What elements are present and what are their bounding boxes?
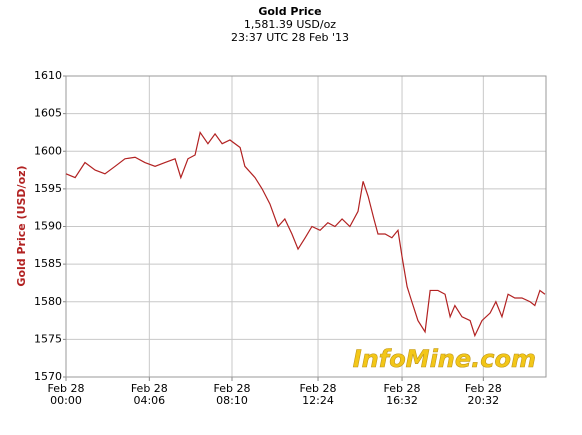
y-tick-label: 1595 (34, 182, 62, 195)
y-axis-label: Gold Price (USD/oz) (15, 165, 28, 286)
watermark: InfoMine.com (353, 345, 536, 373)
x-tick-label: Feb 28 16:32 (383, 382, 421, 407)
y-tick-label: 1575 (34, 332, 62, 345)
y-tick-label: 1600 (34, 144, 62, 157)
y-tick-label: 1605 (34, 107, 62, 120)
y-tick-label: 1570 (34, 370, 62, 383)
timestamp: 23:37 UTC 28 Feb '13 (231, 31, 349, 44)
y-tick-label: 1585 (34, 257, 62, 270)
x-tick-label: Feb 28 12:24 (299, 382, 337, 407)
plot-border (65, 75, 547, 378)
y-tick-label: 1610 (34, 69, 62, 82)
x-tick-label: Feb 28 20:32 (464, 382, 502, 407)
x-tick-label: Feb 28 08:10 (213, 382, 251, 407)
x-tick-label: Feb 28 00:00 (47, 382, 85, 407)
chart-title: Gold Price (258, 5, 321, 18)
y-tick-label: 1590 (34, 220, 62, 233)
x-tick-label: Feb 28 04:06 (130, 382, 168, 407)
y-tick-label: 1580 (34, 295, 62, 308)
price-line (65, 130, 546, 338)
chart-subtitle: 1,581.39 USD/oz (244, 18, 336, 31)
